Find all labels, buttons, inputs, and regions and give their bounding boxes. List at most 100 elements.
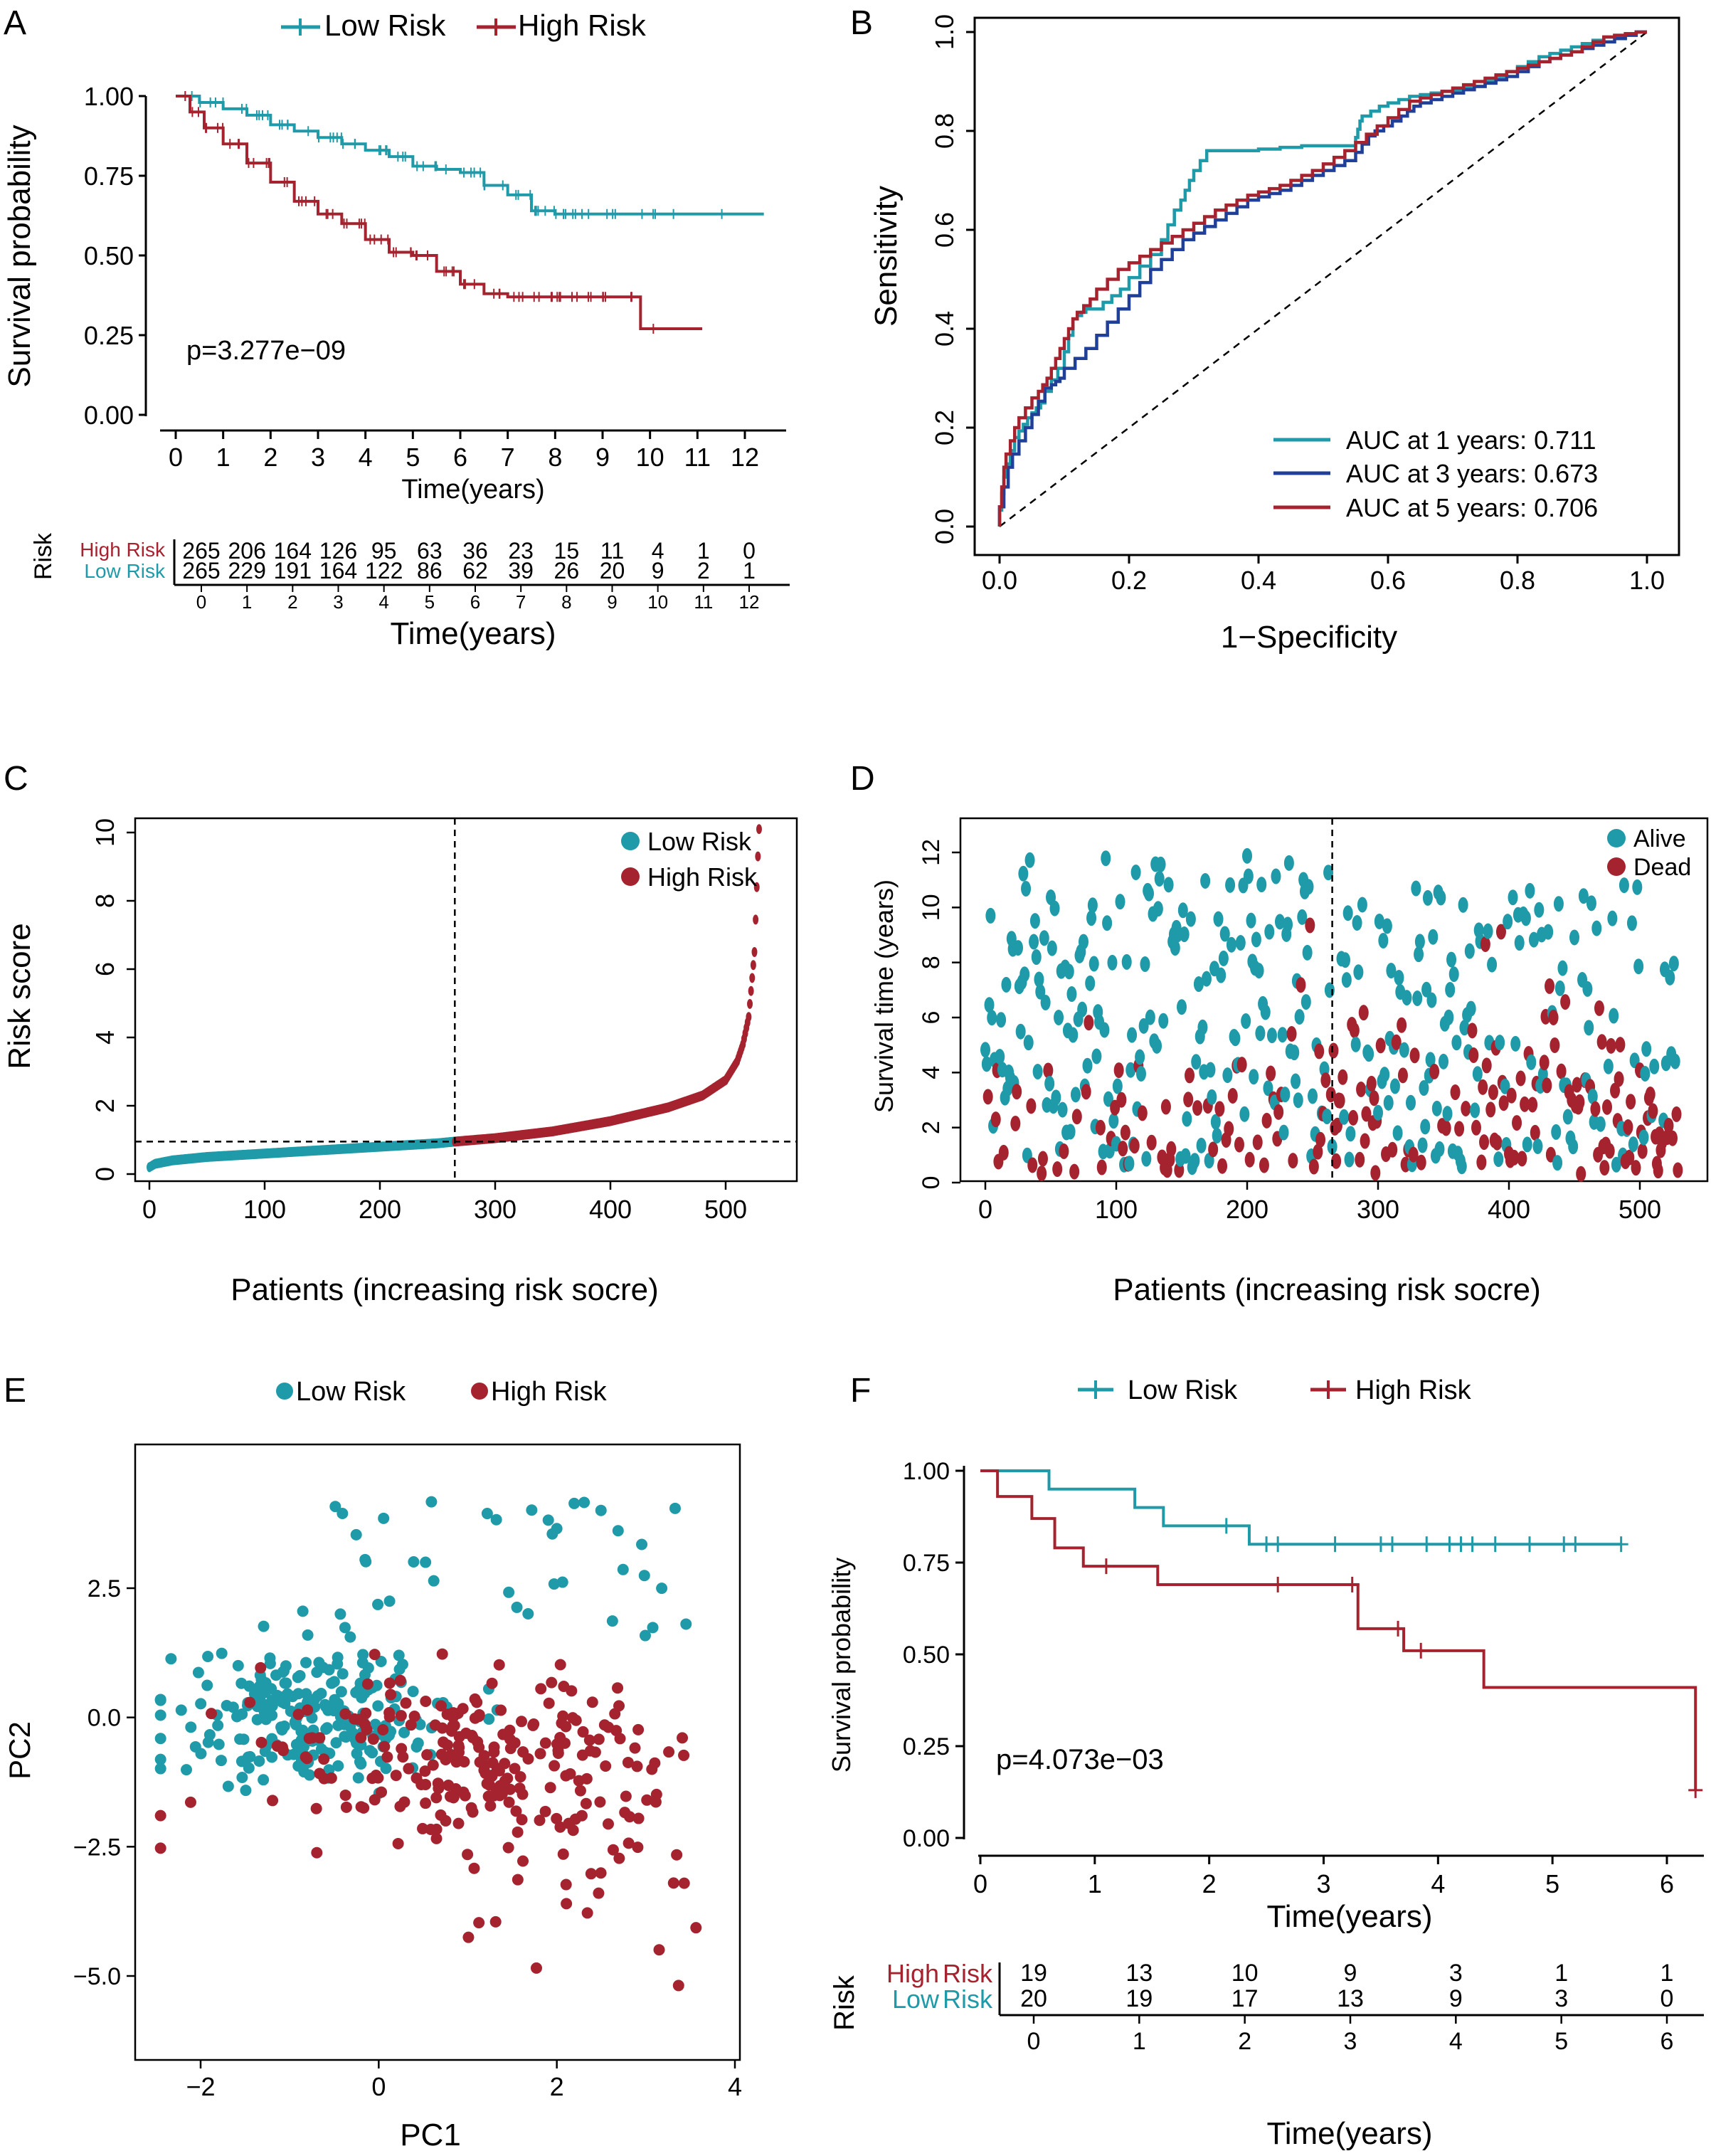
x-axis-label-e: PC1 [400, 2118, 461, 2152]
point-low-risk-e [351, 1748, 363, 1760]
point-low-risk-e [258, 1620, 270, 1632]
point-alive-d [1665, 969, 1675, 985]
point-low-risk-e [317, 1661, 329, 1674]
point-low-risk-e [302, 1629, 314, 1641]
y-axis-label-a: Survival probability [2, 125, 37, 387]
point-alive-d [1638, 1129, 1649, 1146]
point-high-risk-e [493, 1659, 505, 1671]
point-alive-d [1241, 1013, 1251, 1029]
risk-tick-label-f: 0 [1027, 2028, 1041, 2055]
point-high-risk-e [372, 1772, 384, 1784]
point-low-risk-e [201, 1679, 213, 1691]
point-low-risk-e [339, 1622, 351, 1634]
point-dead-d [1476, 1154, 1487, 1171]
point-alive-d [1448, 966, 1459, 983]
risk-count-high-f: 9 [1344, 1960, 1357, 1987]
point-low-risk-e [322, 1704, 334, 1716]
x-tick-label-f: 5 [1545, 1869, 1559, 1898]
x-axis-label-c: Patients (increasing risk socre) [231, 1272, 659, 1307]
point-high-risk-e [650, 1788, 662, 1800]
point-high-risk-e [595, 1867, 607, 1879]
point-dead-d [1261, 1112, 1272, 1129]
point-dead-d [1637, 1143, 1648, 1159]
plot-frame-e [134, 1443, 741, 2061]
point-alive-d [1382, 918, 1392, 934]
point-alive-d [1140, 956, 1150, 973]
point-alive-d [1431, 1100, 1442, 1116]
point-alive-d [1514, 935, 1525, 951]
y-axis-label-f: Survival probability [827, 1558, 856, 1772]
x-axis-label-a: Time(years) [401, 475, 544, 504]
x-tick-label-d: 300 [1357, 1195, 1399, 1224]
risk-count-high-a: 15 [554, 538, 580, 564]
point-high-risk-e [527, 1719, 539, 1731]
point-high-risk-e [462, 1849, 474, 1861]
point-alive-d [1283, 855, 1294, 871]
y-tick-label-a: 0.00 [84, 401, 134, 430]
y-ticks-e: −5.0 −2.5 0.0 2.5 [73, 1575, 135, 1990]
y-tick-label-e: −2.5 [73, 1834, 121, 1861]
y-tick-label-d: 6 [918, 1011, 945, 1025]
point-alive-d [1303, 879, 1314, 895]
point-dead-d [1590, 1101, 1601, 1117]
legend-c: Low Risk High Risk [621, 827, 758, 892]
point-dead-d [1296, 977, 1306, 993]
point-alive-d [1064, 963, 1074, 980]
point-alive-d [1587, 1088, 1598, 1104]
point-alive-d [1222, 1067, 1233, 1084]
point-alive-d [1127, 1027, 1138, 1043]
risk-count-high-a: 95 [371, 538, 397, 564]
point-low-risk-e [175, 1704, 187, 1716]
point-dead-d [1604, 1143, 1615, 1159]
point-alive-d [1586, 895, 1596, 911]
point-high-risk-e [271, 1740, 283, 1752]
point-high-risk-e [473, 1917, 485, 1929]
point-dead-d [1671, 1106, 1682, 1122]
point-high-risk-e [420, 1696, 432, 1708]
point-alive-d [1386, 963, 1397, 979]
point-dead-d [1631, 1160, 1641, 1176]
point-dead-d [1596, 1034, 1607, 1050]
point-alive-d [1251, 931, 1261, 948]
point-dead-d [1614, 1071, 1624, 1087]
point-dead-d [1369, 1090, 1379, 1106]
point-dead-d [1113, 1062, 1124, 1079]
point-high-risk-e [361, 1678, 374, 1690]
point-alive-d [1032, 1064, 1043, 1080]
point-high-risk-e [603, 1721, 615, 1733]
point-alive-d [1619, 877, 1629, 894]
y-ticks-a: 0.00 0.25 0.50 0.75 1.00 [84, 82, 146, 430]
point-dead-d [1467, 1022, 1478, 1039]
y-tick-label-a: 1.00 [84, 82, 134, 111]
y-tick-label-b: 1.0 [930, 14, 959, 50]
point-low-risk-e [639, 1629, 651, 1642]
point-dead-d [1471, 1119, 1481, 1136]
point-high-risk-e [484, 1800, 497, 1812]
legend-marker-high-e [471, 1383, 488, 1400]
point-high-risk-e [447, 1791, 460, 1803]
point-alive-d [1641, 1041, 1652, 1057]
point-high-risk-e [632, 1812, 645, 1824]
point-high-risk-e [318, 1753, 330, 1765]
point-dead-d [1314, 1043, 1325, 1059]
x-tick-label-a: 6 [453, 443, 467, 472]
x-tick-label-a: 11 [684, 443, 711, 472]
point-alive-d [1190, 1153, 1200, 1169]
point-high-risk-e [154, 1842, 166, 1854]
point-alive-d [1068, 1027, 1079, 1043]
x-tick-label-b: 0.6 [1370, 566, 1406, 595]
risk-tick-label-a: 1 [242, 591, 252, 613]
point-low-risk-e [556, 1576, 568, 1588]
point-alive-d [1158, 1013, 1169, 1029]
point-high-risk-e [390, 1770, 402, 1782]
point-high-risk-e [631, 1760, 643, 1772]
point-low-risk-e [332, 1698, 344, 1710]
point-dead-d [1653, 1163, 1663, 1179]
point-alive-d [1082, 1057, 1093, 1074]
point-low-risk-e [330, 1737, 342, 1749]
point-alive-d [1554, 980, 1565, 996]
point-low-risk-e [258, 1774, 270, 1786]
point-alive-d [1603, 1058, 1614, 1074]
point-high-risk-e [653, 1944, 665, 1956]
point-low-risk-e [154, 1733, 166, 1745]
